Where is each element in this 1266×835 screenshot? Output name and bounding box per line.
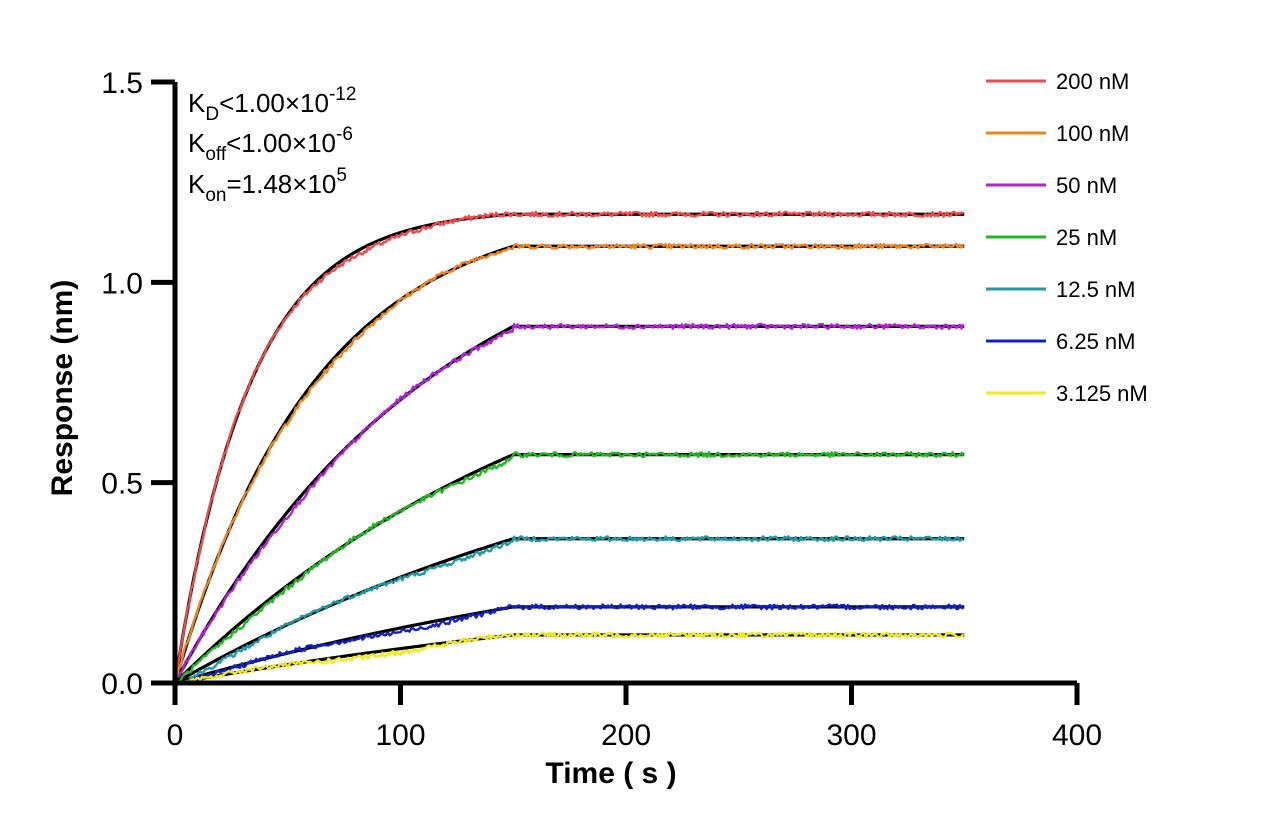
y-tick-label: 0.5 xyxy=(101,468,143,501)
series-line xyxy=(175,603,965,685)
x-tick-label: 200 xyxy=(601,719,651,752)
data-curves xyxy=(173,210,965,685)
fit-curves xyxy=(173,212,965,685)
kon-exponent: 5 xyxy=(336,165,347,186)
x-tick-label: 0 xyxy=(167,719,184,752)
y-axis-title: Response (nm) xyxy=(46,280,79,497)
legend-label: 50 nM xyxy=(1056,173,1117,198)
koff-exponent: -6 xyxy=(336,124,353,145)
kd-subscript: D xyxy=(205,104,219,125)
y-tick-label: 0.0 xyxy=(101,668,143,701)
legend-label: 12.5 nM xyxy=(1056,277,1136,302)
fit-curve xyxy=(173,212,965,684)
fit-curve xyxy=(174,605,965,685)
series-line xyxy=(173,322,965,682)
x-tick-label: 400 xyxy=(1052,719,1102,752)
x-tick-label: 300 xyxy=(826,719,876,752)
legend-label: 25 nM xyxy=(1056,225,1117,250)
y-tick-label: 1.5 xyxy=(101,67,143,100)
koff-symbol: K xyxy=(188,128,206,158)
kd-exponent: -12 xyxy=(329,84,356,105)
fit-curve xyxy=(174,633,965,685)
kon-subscript: on xyxy=(205,185,226,206)
legend-label: 6.25 nM xyxy=(1056,329,1136,354)
series-line xyxy=(174,451,965,684)
series-line xyxy=(175,631,965,685)
legend-label: 3.125 nM xyxy=(1056,381,1148,406)
kd-relation: <1.00×10 xyxy=(219,88,329,118)
kon-relation: =1.48×10 xyxy=(226,169,336,199)
koff-subscript: off xyxy=(205,144,227,165)
kon-annotation: Kon=1.48×105 xyxy=(188,165,347,206)
x-tick-label: 100 xyxy=(375,719,425,752)
kd-symbol: K xyxy=(188,88,206,118)
x-axis-title: Time ( s ) xyxy=(545,757,676,790)
legend-label: 200 nM xyxy=(1056,69,1129,94)
legend: 200 nM 100 nM 50 nM 25 nM 12.5 nM 6.25 nM 3.12… xyxy=(986,69,1148,406)
axis-ticks: 0 100 200 300 400 0.0 0.5 1.0 1.5 xyxy=(101,67,1102,752)
koff-annotation: Koff<1.00×10-6 xyxy=(188,124,353,165)
series-line xyxy=(175,535,964,685)
series-line xyxy=(173,210,964,684)
kon-symbol: K xyxy=(188,169,206,199)
fit-curve xyxy=(173,324,965,684)
legend-label: 100 nM xyxy=(1056,121,1129,146)
fit-curve xyxy=(173,453,965,685)
koff-relation: <1.00×10 xyxy=(226,128,336,158)
y-tick-label: 1.0 xyxy=(101,267,143,300)
series-line xyxy=(173,242,965,683)
kd-annotation: KD<1.00×10-12 xyxy=(188,84,356,125)
